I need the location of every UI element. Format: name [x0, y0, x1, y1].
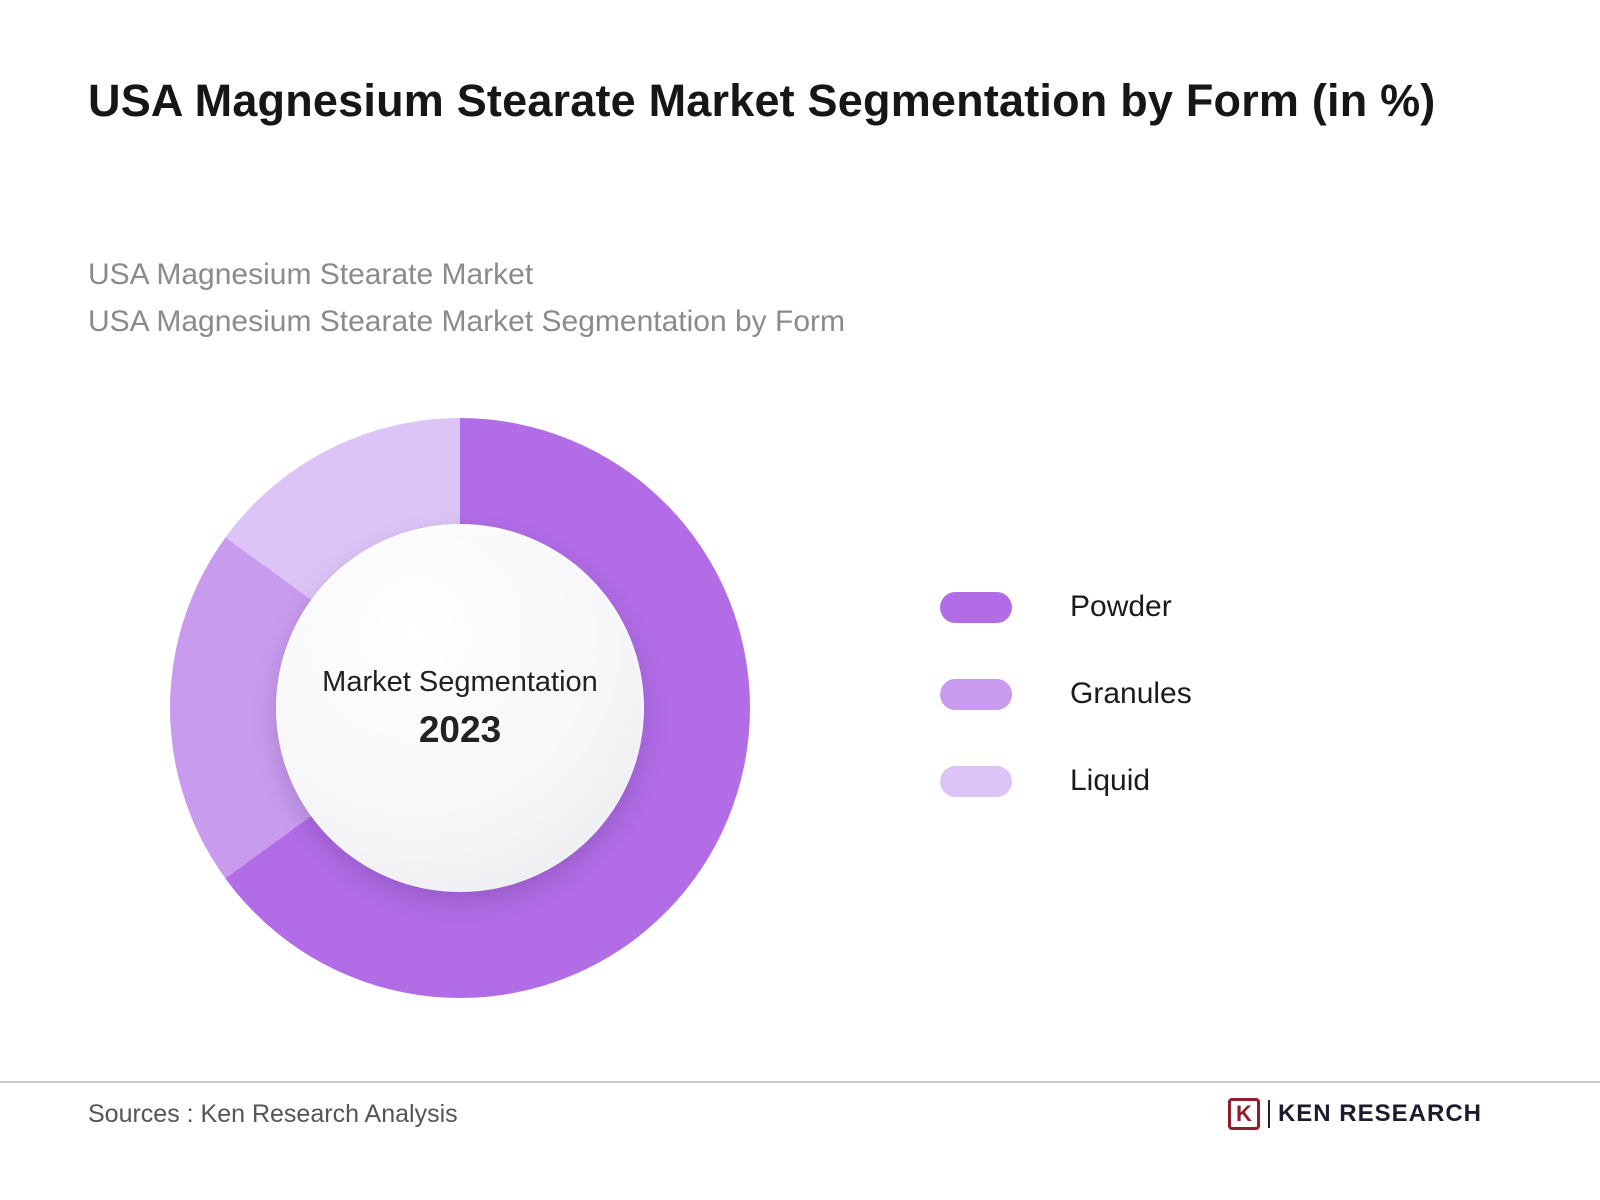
footer-divider [0, 1081, 1600, 1083]
legend-label: Powder [1070, 590, 1172, 623]
chart-legend: Powder Granules Liquid [940, 590, 1192, 798]
legend-label: Granules [1070, 677, 1192, 710]
ken-research-logo: K KEN RESEARCH [1227, 1098, 1482, 1130]
legend-item-powder: Powder [940, 590, 1192, 624]
brand-k-icon: K [1227, 1098, 1260, 1130]
legend-label: Liquid [1070, 764, 1151, 797]
subtitle-line-2: USA Magnesium Stearate Market Segmentati… [88, 304, 846, 338]
legend-item-liquid: Liquid [940, 764, 1192, 798]
chart-subtitle: USA Magnesium Stearate Market USA Magnes… [88, 252, 1388, 345]
page-title: USA Magnesium Stearate Market Segmentati… [88, 75, 1436, 126]
brand-divider [1267, 1100, 1270, 1128]
sources-note: Sources : Ken Research Analysis [88, 1100, 458, 1128]
legend-swatch [940, 591, 1012, 623]
legend-swatch [940, 765, 1012, 797]
donut-center: Market Segmentation 2023 [276, 524, 644, 892]
donut-center-year: 2023 [418, 708, 502, 750]
subtitle-line-1: USA Magnesium Stearate Market [88, 258, 534, 291]
legend-swatch [940, 678, 1012, 710]
legend-item-granules: Granules [940, 677, 1192, 711]
donut-chart-container: Market Segmentation 2023 [170, 418, 750, 998]
brand-name: KEN RESEARCH [1277, 1100, 1482, 1127]
donut-center-label: Market Segmentation [322, 665, 598, 698]
